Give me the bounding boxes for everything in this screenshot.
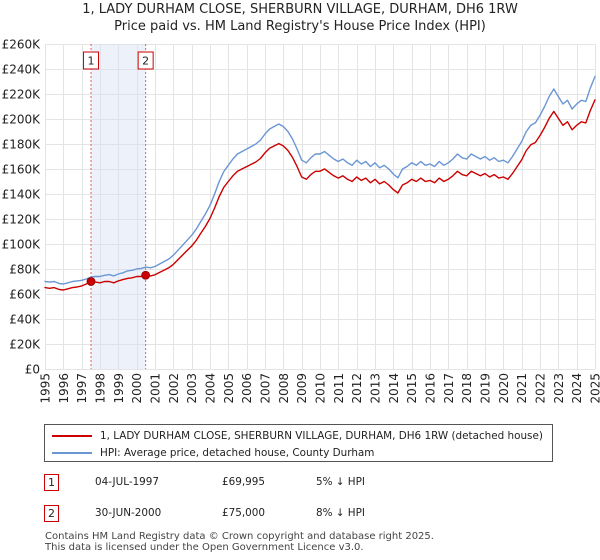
x-tick-label: 2009: [295, 373, 309, 404]
sale-number-badge: 2: [44, 505, 59, 522]
legend-item-hpi: HPI: Average price, detached house, Coun…: [45, 445, 552, 461]
x-tick-label: 2006: [240, 373, 254, 404]
x-tick-label: 1999: [112, 373, 126, 404]
legend-label-hpi: HPI: Average price, detached house, Coun…: [100, 447, 375, 459]
x-tick-label: 2015: [405, 373, 419, 404]
x-tick-label: 2020: [497, 373, 511, 404]
legend-item-property: 1, LADY DURHAM CLOSE, SHERBURN VILLAGE, …: [45, 428, 552, 444]
ownership-period-band: [91, 44, 146, 369]
x-tick-label: 2010: [314, 373, 328, 404]
footer-licence: This data is licensed under the Open Gov…: [45, 542, 364, 553]
x-tick-label: 2000: [130, 373, 144, 404]
x-tick-label: 2017: [442, 373, 456, 404]
sale-marker-2: 2: [137, 51, 154, 70]
x-tick-label: 1998: [94, 373, 108, 404]
x-tick-label: 2002: [167, 373, 181, 404]
sale-marker-box: [83, 51, 100, 70]
x-tick-label: 2024: [570, 373, 584, 404]
sale-price: £69,995: [222, 476, 265, 488]
chart-subtitle: Price paid vs. HM Land Registry's House …: [114, 19, 486, 34]
x-tick-label: 2001: [149, 373, 163, 404]
price-chart: 1 2 £0 £20K £40K £60K £80K £100K £120K £140K £160K…: [2, 38, 600, 404]
x-tick-label: 2013: [369, 373, 383, 404]
sale-date: 30-JUN-2000: [95, 507, 162, 519]
y-tick-label: £240K: [2, 63, 42, 77]
x-tick-label: 2018: [460, 373, 474, 404]
y-tick-label: £80K: [9, 263, 41, 277]
x-tick-label: 2019: [479, 373, 493, 404]
y-tick-label: £260K: [2, 38, 42, 52]
x-tick-label: 2012: [350, 373, 364, 404]
x-tick-label: 1995: [39, 373, 53, 404]
y-tick-label: £0: [25, 363, 40, 377]
sale-marker-box: [137, 51, 154, 70]
y-tick-label: £20K: [9, 338, 41, 352]
y-tick-label: £120K: [2, 213, 42, 227]
y-tick-label: £180K: [2, 138, 42, 152]
sale-date: 04-JUL-1997: [95, 476, 160, 488]
sale-marker-label: 1: [88, 55, 95, 68]
sale-hpi-difference: 5% ↓ HPI: [316, 476, 365, 488]
sale-marker-1: 1: [83, 51, 100, 70]
x-tick-label: 2016: [424, 373, 438, 404]
legend-swatch-hpi: [52, 452, 92, 454]
x-tick-label: 2005: [222, 373, 236, 404]
series-line-property: [44, 99, 596, 291]
sales-table-row: 1 04-JUL-1997 £69,995 5% ↓ HPI: [44, 474, 564, 491]
sale-marker-label: 2: [142, 55, 149, 68]
x-tick-label: 2021: [515, 373, 529, 404]
x-tick-label: 2011: [332, 373, 346, 404]
footer-copyright: Contains HM Land Registry data © Crown c…: [45, 531, 434, 542]
sales-table-row: 2 30-JUN-2000 £75,000 8% ↓ HPI: [44, 505, 564, 522]
x-tick-label: 2023: [552, 373, 566, 404]
x-tick-label: 2014: [387, 373, 401, 404]
sale-point-1: [86, 277, 96, 286]
y-tick-label: £160K: [2, 163, 42, 177]
y-tick-label: £100K: [2, 238, 42, 252]
y-tick-label: £140K: [2, 188, 42, 202]
x-tick-label: 1996: [57, 373, 71, 404]
legend: 1, LADY DURHAM CLOSE, SHERBURN VILLAGE, …: [44, 424, 553, 462]
sale-price: £75,000: [222, 507, 265, 519]
y-tick-label: £40K: [9, 313, 41, 327]
x-tick-label: 1997: [75, 373, 89, 404]
legend-label-property: 1, LADY DURHAM CLOSE, SHERBURN VILLAGE, …: [100, 430, 543, 442]
y-tick-label: £220K: [2, 88, 42, 102]
legend-swatch-property: [52, 435, 92, 437]
sale-number-badge: 1: [44, 474, 59, 491]
y-tick-label: £60K: [9, 288, 41, 302]
chart-title: 1, LADY DURHAM CLOSE, SHERBURN VILLAGE, …: [82, 2, 518, 17]
sale-point-2: [141, 270, 151, 280]
sale-hpi-difference: 8% ↓ HPI: [316, 507, 365, 519]
x-tick-label: 2007: [259, 373, 273, 404]
y-tick-label: £200K: [2, 113, 42, 127]
x-tick-label: 2003: [185, 373, 199, 404]
x-tick-label: 2025: [589, 373, 600, 404]
x-tick-label: 2004: [204, 373, 218, 404]
x-tick-label: 2008: [277, 373, 291, 404]
series-line-hpi: [44, 75, 596, 285]
grid: [45, 44, 596, 370]
x-tick-label: 2022: [534, 373, 548, 404]
